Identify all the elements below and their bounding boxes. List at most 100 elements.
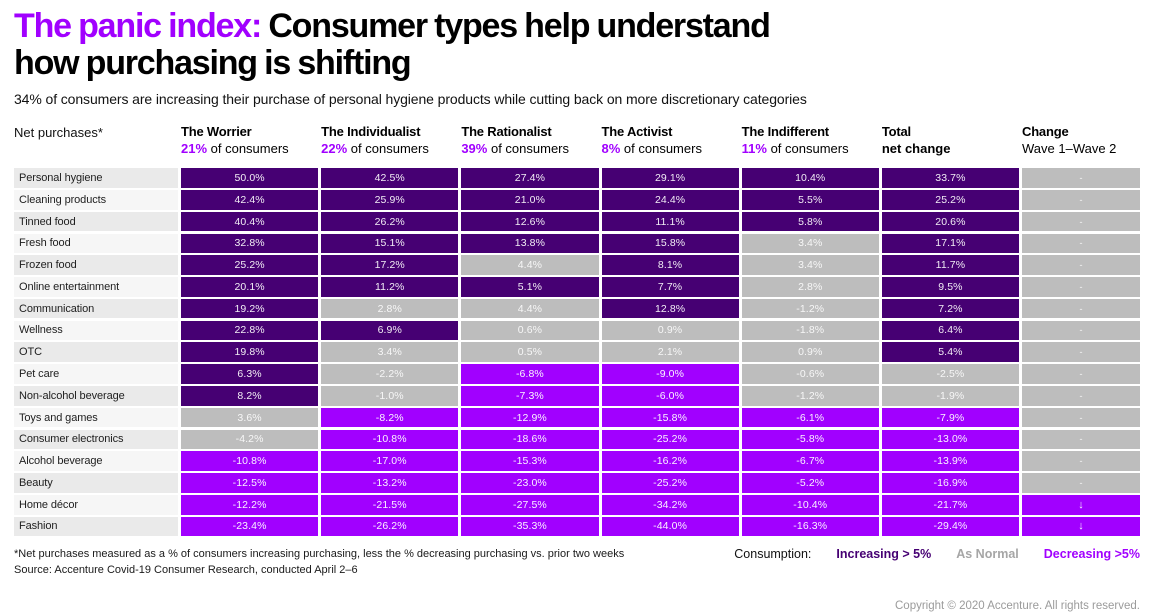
value-cell: 12.6%: [461, 211, 599, 232]
persona-share: 22% of consumers: [321, 141, 429, 156]
value-cell: -21.5%: [321, 494, 459, 515]
value-cell: -6.7%: [741, 451, 879, 471]
persona-share: 39% of consumers: [461, 141, 570, 156]
value-cell: -4.2%: [181, 429, 319, 450]
value-cell: -10.8%: [321, 429, 459, 450]
change-cell: -: [1022, 364, 1140, 384]
value-cell: -12.9%: [461, 407, 599, 428]
value-cell: -34.2%: [601, 494, 739, 515]
column-header-the-indifferent: The Indifferent 11% of consumers: [742, 122, 879, 166]
column-header-the-worrier: The Worrier 21% of consumers: [181, 122, 318, 166]
change-cell: -: [1022, 407, 1140, 428]
value-cell: -12.5%: [181, 473, 319, 493]
value-cell: 33.7%: [881, 168, 1019, 188]
value-cell: -8.2%: [321, 407, 459, 428]
persona-name: The Indifferent: [741, 124, 829, 139]
value-cell: 5.1%: [461, 277, 599, 297]
value-cell: -35.3%: [461, 516, 599, 537]
persona-share-pct: 39%: [461, 141, 488, 156]
row-label-alcohol-beverage: Alcohol beverage: [14, 451, 178, 471]
row-label-frozen-food: Frozen food: [14, 255, 178, 275]
value-cell: 11.7%: [881, 255, 1019, 275]
value-cell: -16.3%: [741, 516, 879, 537]
column-header-the-rationalist: The Rationalist 39% of consumers: [461, 122, 598, 166]
change-header-line1: Change: [1022, 124, 1069, 139]
legend-item-dec: Decreasing >5%: [1043, 547, 1140, 562]
value-cell: 32.8%: [181, 233, 319, 254]
value-cell: 3.4%: [741, 233, 879, 254]
value-cell: 13.8%: [461, 233, 599, 254]
value-cell: 11.1%: [601, 211, 739, 232]
change-cell: -: [1022, 473, 1140, 493]
persona-name: The Activist: [601, 124, 673, 139]
value-cell: -1.2%: [741, 386, 879, 406]
value-cell: 0.6%: [461, 320, 599, 341]
value-cell: -18.6%: [461, 429, 599, 450]
change-cell: -: [1022, 429, 1140, 450]
row-label-toys-and-games: Toys and games: [14, 407, 178, 428]
change-cell: -: [1022, 211, 1140, 232]
change-cell: -: [1022, 342, 1140, 363]
value-cell: 6.4%: [881, 320, 1019, 341]
value-cell: 7.2%: [881, 298, 1019, 319]
row-label-tinned-food: Tinned food: [14, 211, 178, 232]
change-cell: -: [1022, 386, 1140, 406]
footnote-line1: *Net purchases measured as a % of consum…: [14, 548, 625, 561]
value-cell: -6.1%: [741, 407, 879, 428]
column-header-the-individualist: The Individualist 22% of consumers: [321, 122, 458, 166]
value-cell: -13.0%: [881, 429, 1019, 450]
value-cell: 29.1%: [601, 168, 739, 188]
value-cell: -7.3%: [461, 386, 599, 406]
value-cell: -29.4%: [881, 516, 1019, 537]
value-cell: -25.2%: [601, 429, 739, 450]
row-label-wellness: Wellness: [14, 320, 178, 341]
row-label-pet-care: Pet care: [14, 364, 178, 384]
footnote: *Net purchases measured as a % of consum…: [14, 546, 624, 578]
total-header-line1: Total: [881, 124, 911, 139]
change-header-line2: Wave 1–Wave 2: [1022, 141, 1117, 156]
value-cell: 0.9%: [601, 320, 739, 341]
value-cell: 8.2%: [181, 386, 319, 406]
value-cell: 40.4%: [181, 211, 319, 232]
title-highlight: The panic index:: [14, 7, 262, 45]
copyright-notice: Copyright © 2020 Accenture. All rights r…: [895, 600, 1140, 612]
value-cell: 4.4%: [461, 255, 599, 275]
persona-name: The Worrier: [181, 124, 252, 139]
value-cell: 2.1%: [601, 342, 739, 363]
change-cell: -: [1022, 233, 1140, 254]
value-cell: -9.0%: [601, 364, 739, 384]
change-cell: -: [1022, 189, 1140, 210]
value-cell: -0.6%: [741, 364, 879, 384]
value-cell: 5.8%: [741, 211, 879, 232]
persona-name: The Rationalist: [461, 124, 552, 139]
change-cell: -: [1022, 320, 1140, 341]
value-cell: -15.8%: [601, 407, 739, 428]
footnote-line2: Source: Accenture Covid-19 Consumer Rese…: [14, 564, 358, 577]
value-cell: -5.8%: [741, 429, 879, 450]
change-cell: -: [1022, 168, 1140, 188]
row-label-fresh-food: Fresh food: [14, 233, 178, 254]
value-cell: 5.5%: [741, 189, 879, 210]
value-cell: -44.0%: [601, 516, 739, 537]
value-cell: -1.9%: [881, 386, 1019, 406]
value-cell: 17.1%: [881, 233, 1019, 254]
value-cell: 2.8%: [741, 277, 879, 297]
title-line2: how purchasing is shifting: [14, 44, 412, 82]
value-cell: 20.1%: [181, 277, 319, 297]
value-cell: 0.5%: [461, 342, 599, 363]
value-cell: 42.5%: [321, 168, 459, 188]
value-cell: 27.4%: [461, 168, 599, 188]
value-cell: 17.2%: [321, 255, 459, 275]
row-label-fashion: Fashion: [14, 516, 178, 537]
value-cell: -6.8%: [461, 364, 599, 384]
change-cell: -: [1022, 277, 1140, 297]
value-cell: 19.8%: [181, 342, 319, 363]
column-header-the-activist: The Activist 8% of consumers: [602, 122, 739, 166]
row-label-communication: Communication: [14, 298, 178, 319]
value-cell: -25.2%: [601, 473, 739, 493]
change-cell: -: [1022, 255, 1140, 275]
column-header-total: Total net change: [882, 122, 1019, 166]
value-cell: 21.0%: [461, 189, 599, 210]
panic-index-table: Net purchases* Total net change Change W…: [14, 122, 1140, 537]
value-cell: -2.2%: [321, 364, 459, 384]
